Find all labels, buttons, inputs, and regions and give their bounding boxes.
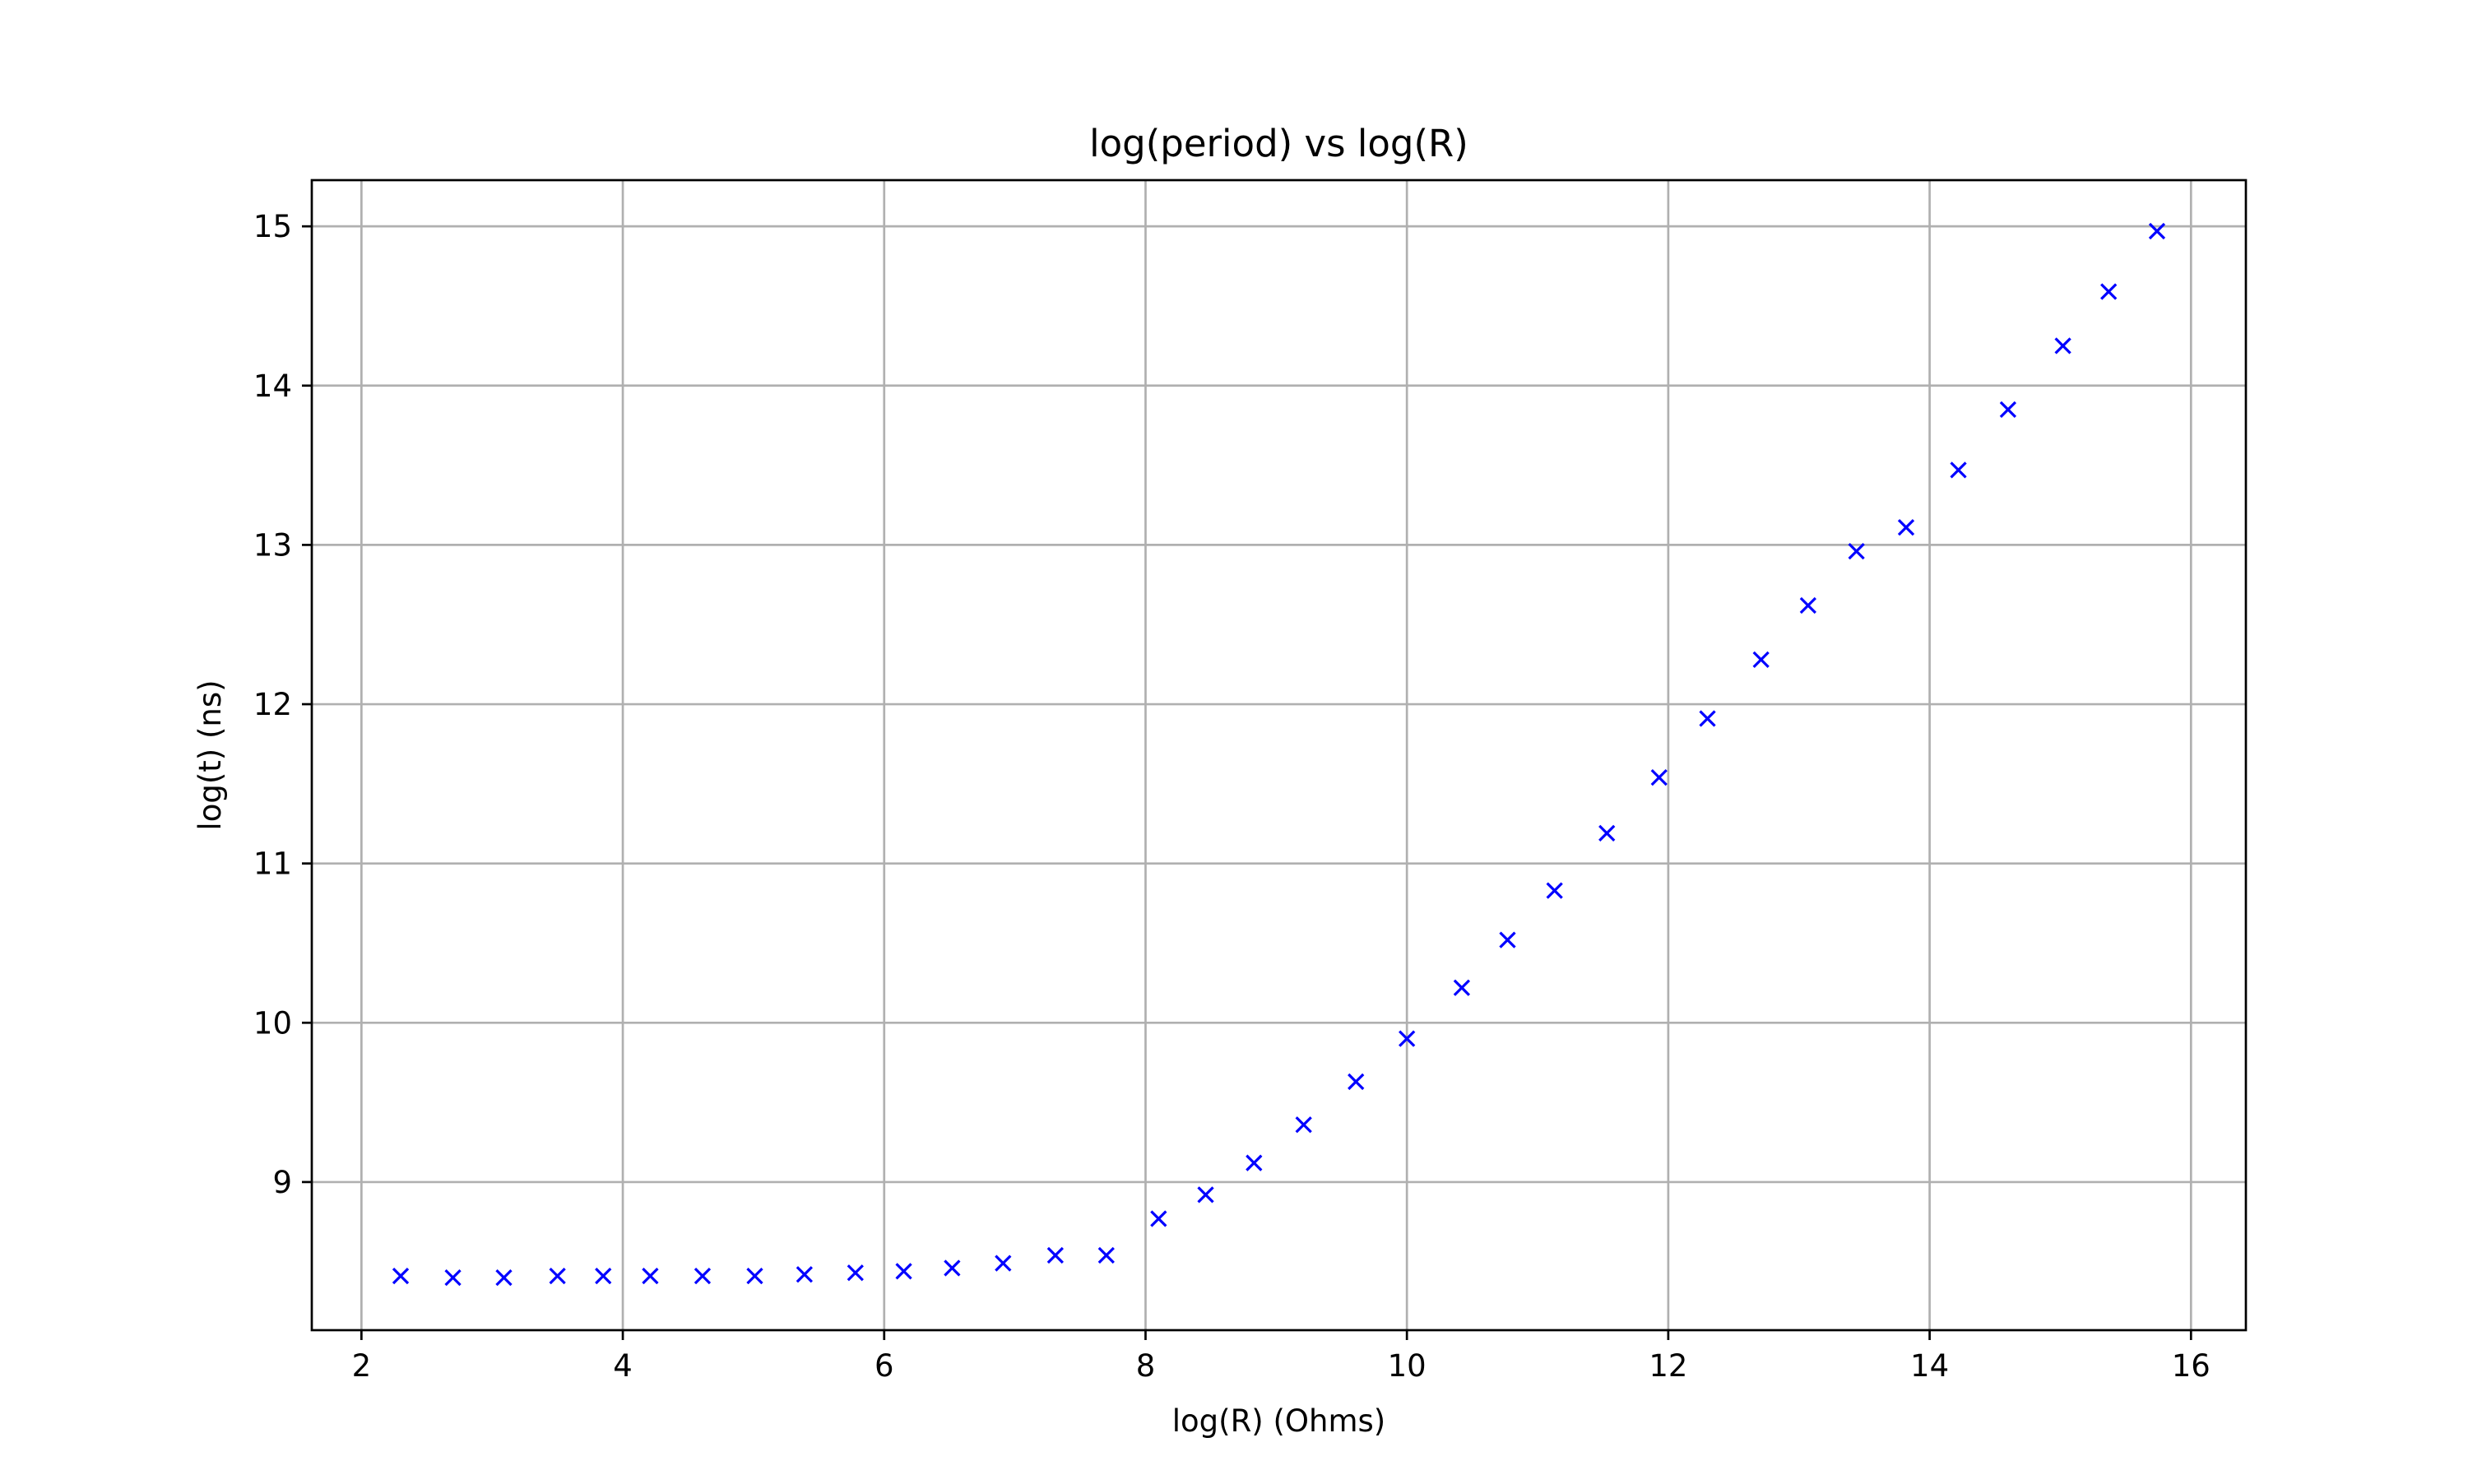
data-point-stroke [1999,401,2017,418]
y-tick-label: 12 [253,687,292,722]
data-point [495,1268,513,1287]
data-point-stroke [1295,1116,1312,1134]
y-axis-label: log(t) (ns) [193,679,228,830]
data-point [2148,222,2166,240]
data-point-stroke [995,1254,1012,1272]
data-point [1598,824,1616,842]
data-point [549,1268,566,1285]
data-point-stroke [1598,824,1616,842]
data-point [746,1268,763,1285]
data-point-stroke [796,1266,814,1283]
x-tick-label: 10 [1388,1348,1427,1384]
data-point-stroke [1897,518,1915,536]
data-point-stroke [1150,1210,1167,1227]
data-point-stroke [1348,1073,1365,1091]
data-point-stroke [392,1268,410,1285]
data-point-stroke [694,1268,712,1285]
data-point [1999,401,2017,418]
data-point-stroke [895,1263,912,1280]
data-point [1295,1116,1312,1134]
data-point-stroke [1699,710,1716,727]
data-point-stroke [847,1264,864,1282]
data-point-stroke [1197,1186,1214,1203]
chart-title: log(period) vs log(R) [1089,122,1468,165]
data-point [1650,768,1668,786]
data-point-stroke [642,1268,659,1285]
data-point [1499,931,1516,948]
data-point [895,1263,912,1280]
data-point [694,1268,712,1285]
data-point-stroke [1650,768,1668,786]
y-tick-label: 15 [253,209,292,244]
data-point [796,1266,814,1283]
x-tick-label: 16 [2172,1348,2211,1384]
data-point-stroke [549,1268,566,1285]
data-point [995,1254,1012,1272]
data-point-stroke [595,1268,612,1285]
x-tick-label: 12 [1649,1348,1687,1384]
data-point [1897,518,1915,536]
grid-layer [312,180,2246,1330]
data-point [444,1268,462,1287]
data-point [1097,1246,1115,1264]
data-point [595,1268,612,1285]
x-tick-label: 8 [1136,1348,1156,1384]
data-point [1399,1030,1416,1047]
y-tick-label: 13 [253,527,292,563]
data-point-stroke [495,1268,513,1287]
y-tick-label: 14 [253,369,292,404]
x-axis-label: log(R) (Ohms) [1172,1403,1386,1439]
points-layer [392,222,2166,1287]
data-point [1150,1210,1167,1227]
data-point-stroke [1046,1246,1064,1264]
data-point-stroke [746,1268,763,1285]
data-point [1950,461,1967,479]
data-point [1246,1154,1263,1171]
data-point-stroke [444,1268,462,1287]
data-point-stroke [1499,931,1516,948]
data-point [1546,882,1563,899]
x-tick-label: 6 [874,1348,894,1384]
x-tick-label: 2 [352,1348,372,1384]
data-point-stroke [944,1259,961,1277]
data-point-stroke [1799,596,1816,614]
ticks-layer: 2 4 6 8 10 12 14 16 9 10 11 12 13 14 15 [253,209,2211,1384]
data-point-stroke [1097,1246,1115,1264]
data-point-stroke [1246,1154,1263,1171]
data-point-stroke [1950,461,1967,479]
data-point-stroke [2148,222,2166,240]
data-point [2054,337,2071,355]
data-point [1453,979,1471,996]
data-point [1799,596,1816,614]
data-point [392,1268,410,1285]
data-point [1348,1073,1365,1091]
data-point-stroke [1752,651,1770,668]
y-tick-label: 9 [272,1165,292,1200]
y-tick-label: 10 [253,1005,292,1041]
data-point [642,1268,659,1285]
data-point [2100,283,2118,300]
plot-frame [310,179,2248,1332]
x-tick-label: 14 [1910,1348,1949,1384]
data-point [1699,710,1716,727]
data-point [1752,651,1770,668]
data-point [847,1264,864,1282]
data-point [1848,543,1865,560]
data-point-stroke [2054,337,2071,355]
data-point-stroke [1399,1030,1416,1047]
data-point-stroke [1453,979,1471,996]
x-tick-label: 4 [613,1348,633,1384]
data-point-stroke [1546,882,1563,899]
data-point-stroke [2100,283,2118,300]
data-point [944,1259,961,1277]
y-tick-label: 11 [253,846,292,882]
data-point [1046,1246,1064,1264]
data-point [1197,1186,1214,1203]
data-point-stroke [1848,543,1865,560]
